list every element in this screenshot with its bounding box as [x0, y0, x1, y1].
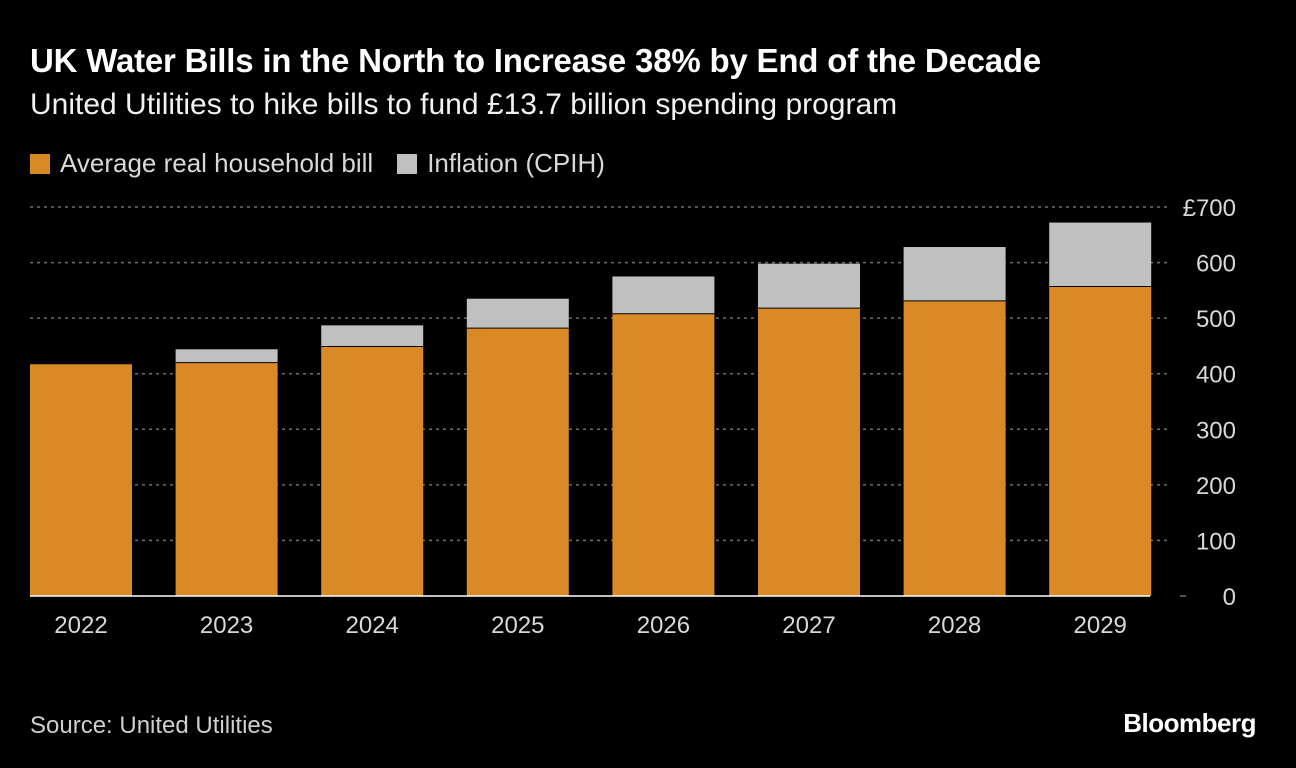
- bar-average-bill: [903, 300, 1006, 596]
- bar-average-bill: [612, 313, 715, 596]
- bar-inflation: [758, 263, 860, 309]
- bar-average-bill: [321, 346, 424, 596]
- y-tick-label: 0: [1223, 584, 1236, 611]
- chart-title: UK Water Bills in the North to Increase …: [30, 42, 1042, 79]
- y-tick-label: £700: [1183, 195, 1236, 222]
- bar-average-bill: [1049, 286, 1152, 596]
- legend-label-inflation: Inflation (CPIH): [427, 148, 605, 178]
- y-tick-label: 500: [1196, 306, 1236, 333]
- source-note: Source: United Utilities: [30, 712, 273, 739]
- y-tick-label: 300: [1196, 417, 1236, 444]
- bar-average-bill: [758, 308, 860, 596]
- legend-swatch-bill: [30, 153, 50, 174]
- x-tick-label: 2022: [54, 612, 107, 639]
- bar-inflation: [321, 325, 424, 347]
- x-tick-label: 2026: [637, 612, 690, 639]
- x-tick-label: 2029: [1074, 612, 1127, 639]
- bar-average-bill: [175, 362, 278, 596]
- bar-inflation: [466, 298, 569, 329]
- x-tick-label: 2028: [928, 612, 981, 639]
- x-tick-label: 2023: [200, 612, 253, 639]
- y-tick-label: 600: [1196, 251, 1236, 278]
- bar-inflation: [903, 247, 1006, 301]
- x-tick-label: 2025: [491, 612, 544, 639]
- y-tick-label: 400: [1196, 362, 1236, 389]
- bar-inflation: [1049, 222, 1152, 287]
- bar-inflation: [175, 349, 278, 363]
- chart-subtitle: United Utilities to hike bills to fund £…: [30, 88, 898, 121]
- y-tick-label: 100: [1196, 528, 1236, 555]
- legend-item-inflation: Inflation (CPIH): [397, 148, 605, 179]
- legend-item-bill: Average real household bill: [30, 148, 373, 179]
- bar-average-bill: [466, 328, 569, 596]
- bar-average-bill: [30, 364, 132, 596]
- bar-inflation: [612, 276, 715, 314]
- legend: Average real household bill Inflation (C…: [30, 148, 629, 179]
- legend-label-bill: Average real household bill: [60, 148, 374, 178]
- y-tick-label: 200: [1196, 473, 1236, 500]
- x-tick-label: 2024: [346, 612, 399, 639]
- bloomberg-logo: Bloomberg: [1123, 708, 1256, 738]
- legend-swatch-inflation: [397, 153, 418, 174]
- x-tick-label: 2027: [782, 612, 835, 639]
